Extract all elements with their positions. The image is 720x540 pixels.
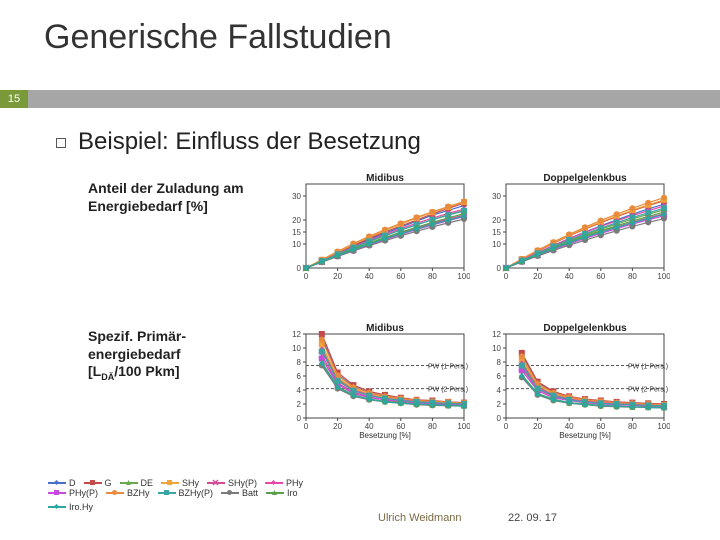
slide-root: Generische Fallstudien 15 Beispiel: Einf…: [0, 0, 720, 540]
svg-text:100: 100: [457, 272, 470, 281]
svg-text:15: 15: [492, 228, 501, 237]
svg-text:100: 100: [657, 272, 670, 281]
legend-item-PHy: PHy: [265, 478, 303, 488]
svg-text:0: 0: [497, 264, 502, 273]
svg-text:2: 2: [497, 400, 502, 409]
svg-text:60: 60: [596, 422, 605, 431]
svg-text:12: 12: [292, 330, 301, 339]
svg-text:20: 20: [533, 422, 542, 431]
svg-text:0: 0: [304, 422, 309, 431]
legend-item-BZHy: BZHy: [106, 488, 150, 498]
legend-item-IroHy: Iro.Hy: [48, 502, 93, 512]
svg-text:40: 40: [365, 422, 374, 431]
page-number-badge: 15: [0, 90, 28, 108]
svg-text:Besetzung [%]: Besetzung [%]: [359, 431, 411, 440]
svg-text:10: 10: [492, 240, 501, 249]
svg-text:60: 60: [396, 272, 405, 281]
svg-text:PW (1 Pers.): PW (1 Pers.): [428, 364, 468, 371]
series-legend: DG DE SHy SHy(P) PHy PHy(P) BZHy BZHy(P) Batt Iro…: [48, 478, 348, 512]
svg-text:0: 0: [297, 264, 302, 273]
chart-top-doppelgelenkbus: Doppelgelenkbus 0 10 15 20 30 0 20 40 60 80 100: [480, 170, 670, 290]
svg-text:40: 40: [365, 272, 374, 281]
chart-top-midibus: Midibus 0 10 15 20 30 0 20 40 60 80 100: [280, 170, 470, 290]
svg-text:100: 100: [457, 422, 470, 431]
svg-text:80: 80: [428, 422, 437, 431]
svg-text:30: 30: [492, 192, 501, 201]
svg-text:0: 0: [504, 422, 509, 431]
svg-text:0: 0: [297, 414, 302, 423]
legend-item-G: G: [84, 478, 112, 488]
svg-text:8: 8: [497, 358, 502, 367]
svg-text:Midibus: Midibus: [366, 173, 404, 184]
footer-author: Ulrich Weidmann: [378, 512, 462, 524]
svg-text:20: 20: [333, 422, 342, 431]
svg-text:80: 80: [628, 272, 637, 281]
svg-text:Besetzung [%]: Besetzung [%]: [559, 431, 611, 440]
svg-text:4: 4: [297, 386, 302, 395]
svg-text:20: 20: [492, 216, 501, 225]
svg-text:6: 6: [497, 372, 502, 381]
svg-text:Doppelgelenkbus: Doppelgelenkbus: [543, 323, 627, 334]
svg-text:10: 10: [292, 240, 301, 249]
bullet-icon: [56, 138, 66, 148]
svg-text:Midibus: Midibus: [366, 323, 404, 334]
svg-text:2: 2: [297, 400, 302, 409]
legend-item-SHy: SHy: [161, 478, 199, 488]
svg-text:Doppelgelenkbus: Doppelgelenkbus: [543, 173, 627, 184]
slide-title: Generische Fallstudien: [44, 18, 392, 57]
svg-text:100: 100: [657, 422, 670, 431]
svg-text:0: 0: [497, 414, 502, 423]
svg-text:60: 60: [396, 422, 405, 431]
svg-text:80: 80: [428, 272, 437, 281]
svg-text:15: 15: [292, 228, 301, 237]
svg-text:10: 10: [492, 344, 501, 353]
svg-text:6: 6: [297, 372, 302, 381]
svg-text:20: 20: [533, 272, 542, 281]
svg-text:40: 40: [565, 272, 574, 281]
slide-subtitle: Beispiel: Einfluss der Besetzung: [78, 128, 421, 156]
legend-item-BZHyP: BZHy(P): [158, 488, 214, 498]
svg-text:PW (1 Pers.): PW (1 Pers.): [628, 364, 668, 371]
legend-item-SHyP: SHy(P): [207, 478, 257, 488]
svg-text:8: 8: [297, 358, 302, 367]
chart-bottom-doppelgelenkbus: Doppelgelenkbus 0 2 4 6 8 10 12 0 20 40 60 80 100 Bese…: [480, 320, 670, 440]
legend-item-Iro: Iro: [266, 488, 298, 498]
svg-text:30: 30: [292, 192, 301, 201]
svg-text:20: 20: [333, 272, 342, 281]
svg-text:80: 80: [628, 422, 637, 431]
row2-caption: Spezif. Primär-energiebedarf[LDÄ/100 Pkm…: [88, 328, 258, 383]
svg-text:12: 12: [492, 330, 501, 339]
row1-caption: Anteil der Zuladung am Energiebedarf [%]: [88, 180, 258, 215]
svg-text:20: 20: [292, 216, 301, 225]
svg-text:PW (2 Pers.): PW (2 Pers.): [428, 387, 468, 394]
svg-text:0: 0: [304, 272, 309, 281]
legend-item-PHyP: PHy(P): [48, 488, 98, 498]
footer-date: 22. 09. 17: [508, 512, 557, 524]
legend-item-DE: DE: [120, 478, 154, 488]
svg-text:0: 0: [504, 272, 509, 281]
legend-item-D: D: [48, 478, 76, 488]
legend-item-Batt: Batt: [221, 488, 258, 498]
svg-text:40: 40: [565, 422, 574, 431]
chart-bottom-midibus: Midibus 0 2 4 6 8 10 12 0 20 40 60 80 100 Besetzung [%…: [280, 320, 470, 440]
svg-text:60: 60: [596, 272, 605, 281]
svg-text:10: 10: [292, 344, 301, 353]
svg-text:PW (2 Pers.): PW (2 Pers.): [628, 387, 668, 394]
svg-text:4: 4: [497, 386, 502, 395]
page-bar: [0, 90, 720, 108]
